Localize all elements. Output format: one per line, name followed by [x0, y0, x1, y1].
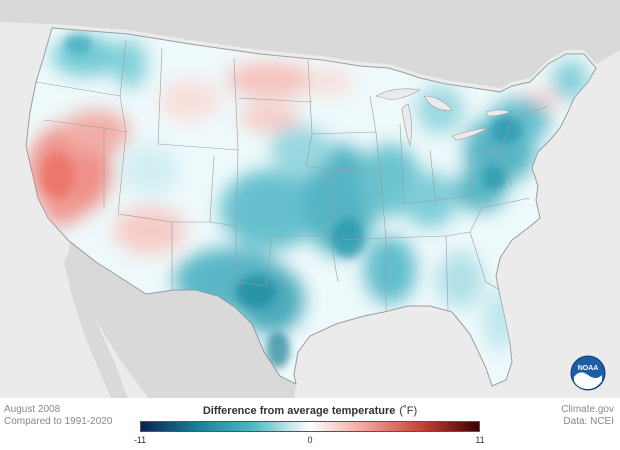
credit-site: Climate.gov [561, 404, 614, 415]
anomaly-field [28, 34, 588, 368]
legend-title-text: Difference from average temperature [202, 405, 396, 417]
great-lakes [375, 88, 511, 147]
state-borders [35, 39, 549, 311]
temperature-anomaly-map [0, 0, 620, 400]
legend-title: Difference from average temperature (˚F) [140, 405, 480, 417]
noaa-logo: NOAA [570, 355, 606, 391]
canada-landmass [0, 0, 620, 88]
legend-min-label: -11 [133, 435, 147, 445]
credit-data: Data: NCEI [563, 416, 614, 427]
legend-mid-label: 0 [307, 435, 313, 445]
period-label: August 2008 [4, 404, 61, 415]
legend-max-label: 11 [475, 435, 485, 445]
mexico-landmass [68, 240, 296, 400]
noaa-logo-text: NOAA [578, 365, 599, 372]
baseline-label: Compared to 1991-2020 [4, 416, 113, 427]
color-scale-bar [140, 421, 480, 432]
baja-peninsula [64, 250, 128, 400]
legend-unit: (˚F) [399, 405, 418, 417]
